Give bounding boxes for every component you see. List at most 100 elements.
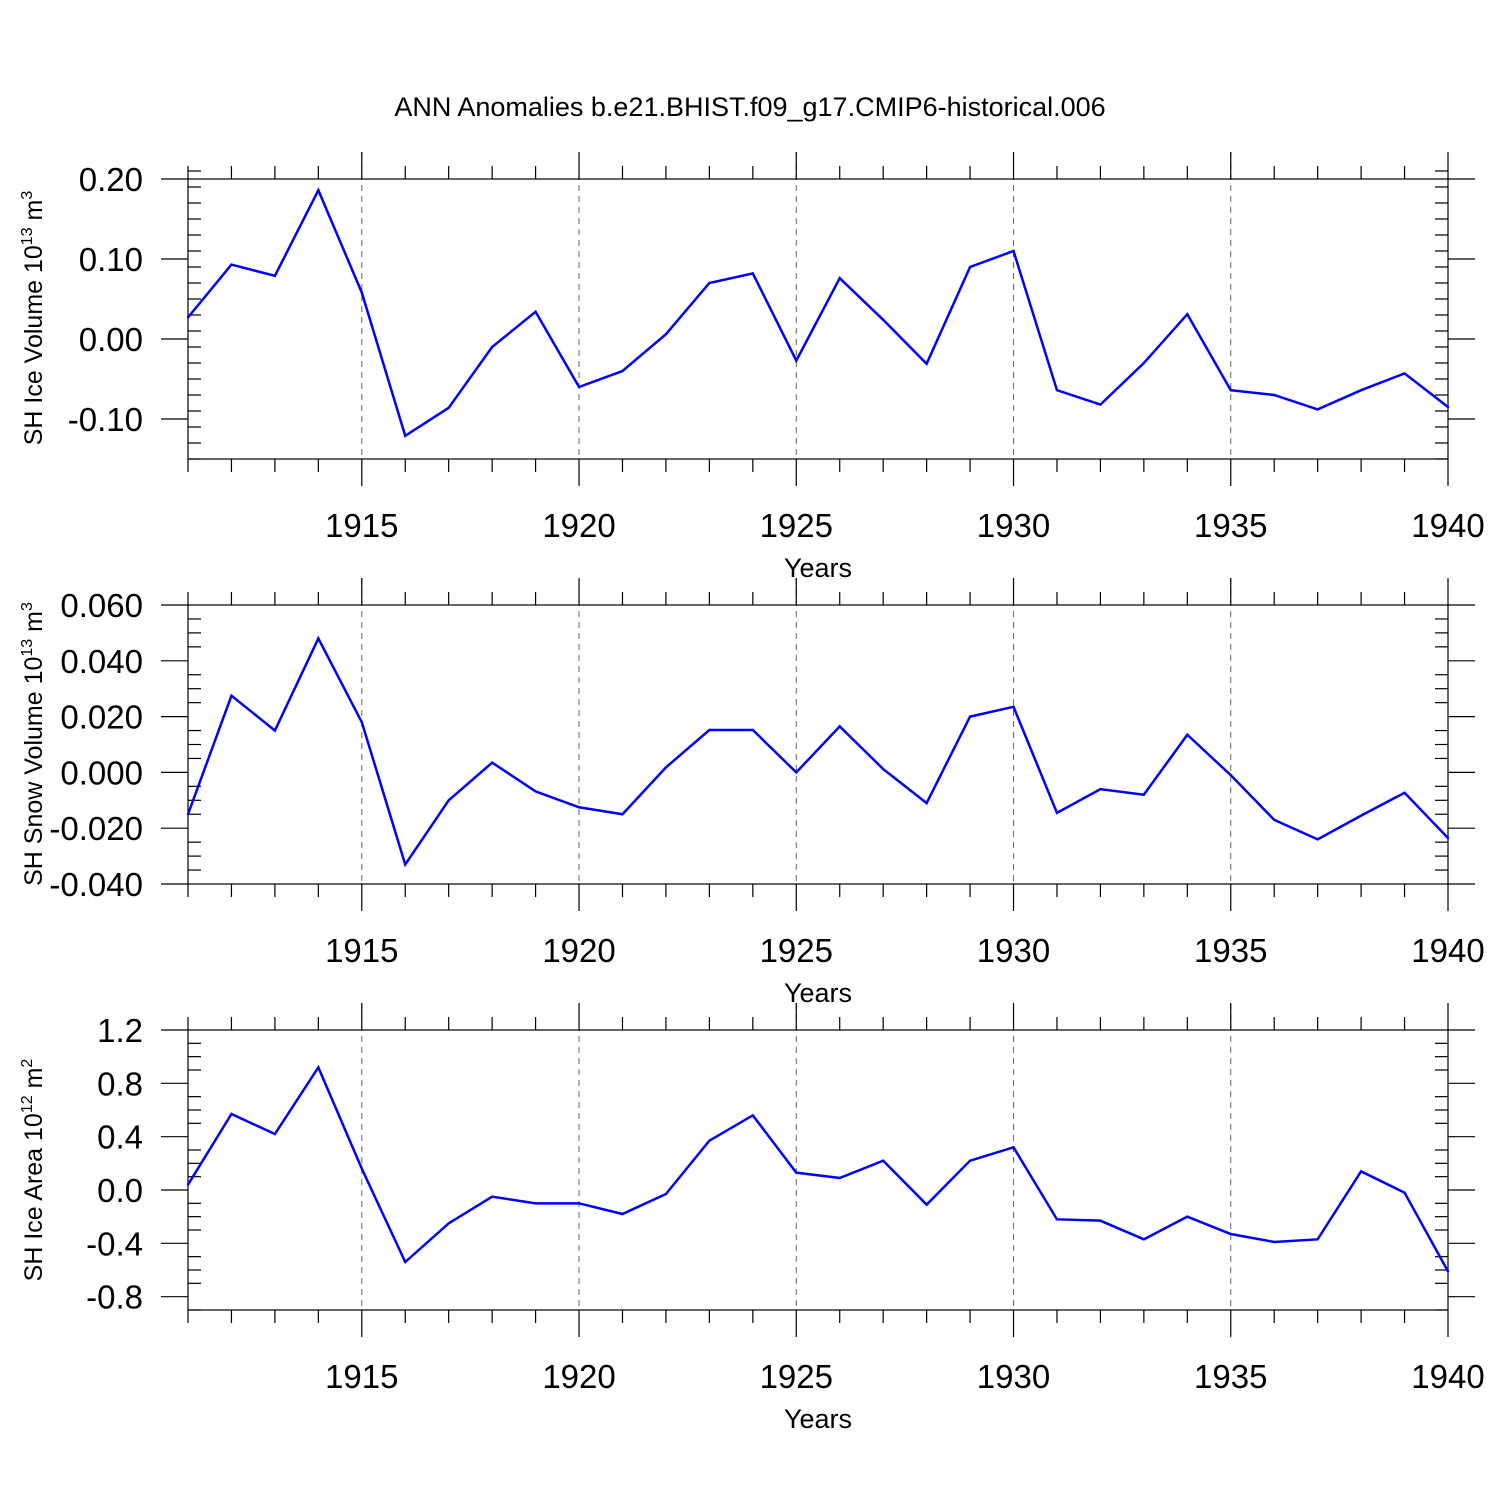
snow-volume-data-point <box>1316 838 1319 841</box>
ice-volume-data-point <box>360 291 363 294</box>
ice-area-data-point <box>1316 1238 1319 1241</box>
ice-area-data-point <box>404 1260 407 1264</box>
ice-area-data-point <box>838 1176 841 1180</box>
ice-area-x-tick-label: 1930 <box>977 1358 1050 1395</box>
ice-volume-data-point <box>968 265 972 269</box>
snow-volume-data-point <box>1186 733 1189 736</box>
snow-volume-data-point <box>881 767 885 771</box>
snow-volume-x-tick-label: 1925 <box>760 932 833 969</box>
figure-title: ANN Anomalies b.e21.BHIST.f09_g17.CMIP6-… <box>394 92 1105 122</box>
ice-area-data-point <box>1099 1219 1102 1222</box>
ice-area-data-point <box>968 1159 972 1162</box>
ice-volume-data-point <box>273 274 277 277</box>
snow-volume-data-point <box>1403 791 1406 794</box>
ice-area-y-tick-label: 1.2 <box>97 1012 143 1049</box>
snow-volume-y-tick-label: 0.000 <box>60 754 143 791</box>
ice-area-data-point <box>447 1222 450 1225</box>
ice-volume-data-point <box>1099 403 1102 406</box>
snow-volume-data-point <box>317 637 320 640</box>
snow-volume-data-point <box>534 790 537 793</box>
ice-area-data-point <box>273 1132 277 1136</box>
ice-volume-x-tick-label: 1915 <box>325 507 398 544</box>
ice-area-plot-frame <box>187 1029 1449 1311</box>
ice-volume-data-point <box>838 277 841 280</box>
ice-area-data-point <box>534 1202 537 1205</box>
ice-volume-data-point <box>404 434 407 437</box>
ice-area-data-point <box>230 1112 233 1116</box>
ice-volume-data-point <box>186 316 190 319</box>
ice-area-data-point <box>317 1066 320 1069</box>
ice-area-data-point <box>1273 1240 1276 1244</box>
ice-volume-data-point <box>1316 408 1319 411</box>
snow-volume-data-point <box>1359 814 1363 817</box>
snow-volume-data-point <box>925 801 928 805</box>
ice-volume-y-tick-label: 0.00 <box>79 321 143 358</box>
ice-volume-panel: -0.10 0.00 0.10 0.20 1915 1920 1925 1930 1935 194… <box>19 152 1485 583</box>
snow-volume-data-point <box>708 728 711 732</box>
snow-volume-x-axis-title: Years <box>784 978 852 1008</box>
ice-volume-y-tick-label: -0.10 <box>68 401 143 438</box>
ice-volume-series-line <box>187 187 1449 438</box>
ice-volume-x-tick-label: 1930 <box>977 507 1050 544</box>
ice-area-data-point <box>360 1167 363 1170</box>
ice-volume-y-tick-label: 0.10 <box>79 241 143 278</box>
ice-volume-data-point <box>1273 393 1276 397</box>
ice-volume-data-point <box>490 345 494 349</box>
ice-area-data-point <box>1186 1215 1189 1218</box>
ice-area-y-axis-title-text: SH Ice Area 10 <box>20 1113 48 1281</box>
snow-volume-x-tick-label: 1940 <box>1411 932 1484 969</box>
ice-volume-x-tick-label: 1925 <box>760 507 833 544</box>
ice-area-y-tick-label: -0.4 <box>86 1225 143 1262</box>
snow-volume-y-axis-title-exponent: 13 <box>19 639 36 657</box>
ice-area-series-line <box>186 1064 1450 1272</box>
ice-area-data-point <box>1359 1170 1363 1173</box>
ice-volume-data-point <box>1055 389 1059 392</box>
ice-area-x-tick-label: 1920 <box>542 1358 615 1395</box>
snow-volume-y-axis-title-unit-exponent: 3 <box>19 602 36 611</box>
snow-volume-x-tick-label: 1930 <box>977 932 1050 969</box>
ice-area-x-tick-label: 1940 <box>1411 1358 1484 1395</box>
snow-volume-data-point <box>230 694 233 697</box>
snow-volume-data-point <box>968 715 972 718</box>
ice-volume-y-axis-title: SH Ice Volume 1013 m3 <box>19 191 48 446</box>
snow-volume-x-tick-label: 1920 <box>542 932 615 969</box>
snow-volume-data-point <box>186 813 190 816</box>
ice-volume-data-point <box>230 263 233 266</box>
ice-area-data-point <box>708 1139 711 1142</box>
snow-volume-data-point <box>664 766 668 769</box>
snow-volume-y-axis-title-unit: m <box>20 611 48 639</box>
ice-area-y-axis-title: SH Ice Area 1012 m2 <box>19 1059 48 1282</box>
ice-volume-data-point <box>447 406 450 409</box>
ice-volume-data-point <box>577 385 581 389</box>
ice-volume-data-point <box>1186 313 1189 316</box>
ice-area-data-point <box>1446 1270 1450 1273</box>
ice-volume-y-axis-title-exponent: 13 <box>19 227 36 245</box>
snow-volume-panel: -0.040 -0.020 0.000 0.020 0.040 0.060 1915 1920… <box>19 578 1485 1008</box>
snow-volume-data-point <box>273 729 277 732</box>
ice-area-y-tick-label: 0.0 <box>97 1172 143 1209</box>
ice-area-y-axis-title-unit: m <box>20 1068 48 1096</box>
ice-area-data-point <box>1403 1191 1406 1194</box>
ice-volume-y-axis-title-unit-exponent: 3 <box>19 191 36 200</box>
ice-volume-data-point <box>708 281 711 285</box>
ice-volume-data-point <box>925 362 928 365</box>
snow-volume-data-point <box>447 799 450 802</box>
ice-area-x-tick-label: 1915 <box>325 1358 398 1395</box>
ice-area-data-point <box>1012 1146 1015 1149</box>
ice-area-y-tick-label: 0.4 <box>97 1119 143 1156</box>
ice-area-data-point <box>795 1171 798 1174</box>
snow-volume-data-point <box>838 725 841 728</box>
ice-area-data-point <box>881 1159 885 1162</box>
ice-area-data-point <box>751 1114 755 1117</box>
ice-area-y-axis-title-exponent: 12 <box>19 1095 36 1113</box>
ice-area-data-point <box>925 1203 928 1206</box>
snow-volume-y-tick-label: 0.020 <box>60 699 143 736</box>
ice-volume-y-axis-title-unit: m <box>20 200 48 228</box>
ice-area-data-point <box>664 1192 668 1196</box>
snow-volume-data-point <box>404 863 407 866</box>
ice-volume-data-point <box>621 369 624 373</box>
ice-volume-data-point <box>1142 361 1146 365</box>
snow-volume-y-axis-title-text: SH Snow Volume 10 <box>20 657 48 886</box>
